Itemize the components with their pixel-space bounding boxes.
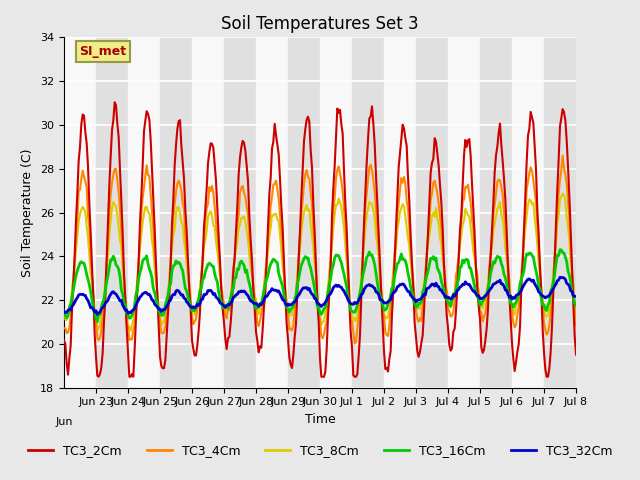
TC3_16Cm [332, 252, 340, 258]
Bar [128, 37, 160, 388]
TC3_16Cm [401, 258, 409, 264]
TC3_16Cm [572, 302, 580, 308]
Bar [96, 37, 128, 388]
TC3_2Cm [572, 352, 580, 358]
Bar [416, 37, 448, 388]
TC3_2Cm [60, 337, 68, 343]
TC3_16Cm [417, 299, 425, 304]
TC3_2Cm [111, 99, 118, 105]
Y-axis label: Soil Temperature (C): Soil Temperature (C) [22, 148, 35, 277]
TC3_8Cm [559, 191, 566, 196]
TC3_4Cm [331, 195, 339, 201]
Bar [192, 37, 224, 388]
Bar [448, 37, 480, 388]
Bar [320, 37, 352, 388]
TC3_8Cm [106, 232, 113, 238]
TC3_8Cm [401, 213, 409, 219]
Bar [352, 37, 384, 388]
Bar [544, 37, 576, 388]
TC3_8Cm [127, 328, 134, 334]
TC3_8Cm [332, 202, 340, 208]
Line: TC3_4Cm: TC3_4Cm [64, 156, 576, 344]
TC3_2Cm [419, 333, 426, 338]
Line: TC3_8Cm: TC3_8Cm [64, 193, 576, 331]
TC3_32Cm [72, 297, 80, 302]
TC3_2Cm [333, 106, 341, 111]
Bar [224, 37, 256, 388]
TC3_32Cm [572, 294, 580, 300]
X-axis label: Time: Time [305, 413, 335, 426]
TC3_2Cm [273, 142, 281, 147]
Bar [64, 37, 96, 388]
TC3_4Cm [271, 181, 278, 187]
TC3_32Cm [332, 282, 340, 288]
TC3_2Cm [95, 374, 102, 380]
Line: TC3_32Cm: TC3_32Cm [64, 277, 576, 314]
TC3_2Cm [403, 143, 410, 148]
TC3_8Cm [417, 300, 425, 306]
TC3_32Cm [60, 308, 68, 314]
TC3_4Cm [60, 325, 68, 331]
Text: SI_met: SI_met [79, 45, 127, 58]
TC3_8Cm [72, 247, 80, 253]
TC3_32Cm [272, 288, 280, 293]
TC3_4Cm [572, 323, 580, 328]
TC3_16Cm [60, 310, 68, 315]
TC3_32Cm [417, 296, 425, 301]
TC3_32Cm [107, 291, 115, 297]
TC3_8Cm [60, 308, 68, 313]
TC3_16Cm [272, 259, 280, 264]
TC3_2Cm [72, 218, 80, 224]
Bar [288, 37, 320, 388]
Bar [512, 37, 544, 388]
Bar [256, 37, 288, 388]
TC3_4Cm [417, 318, 425, 324]
TC3_4Cm [401, 180, 409, 186]
Title: Soil Temperatures Set 3: Soil Temperatures Set 3 [221, 15, 419, 33]
Legend: TC3_2Cm, TC3_4Cm, TC3_8Cm, TC3_16Cm, TC3_32Cm: TC3_2Cm, TC3_4Cm, TC3_8Cm, TC3_16Cm, TC3… [23, 440, 617, 463]
Line: TC3_16Cm: TC3_16Cm [64, 250, 576, 322]
Bar [384, 37, 416, 388]
TC3_32Cm [556, 275, 564, 280]
TC3_8Cm [572, 308, 580, 314]
Text: Jun: Jun [55, 418, 73, 428]
TC3_16Cm [72, 273, 80, 278]
TC3_4Cm [351, 341, 358, 347]
TC3_16Cm [556, 247, 564, 252]
TC3_4Cm [559, 153, 566, 158]
Bar [160, 37, 192, 388]
TC3_8Cm [272, 211, 280, 217]
TC3_4Cm [72, 234, 80, 240]
Bar [480, 37, 512, 388]
TC3_16Cm [93, 319, 101, 324]
TC3_2Cm [107, 154, 115, 159]
TC3_4Cm [106, 211, 113, 217]
TC3_32Cm [93, 312, 101, 317]
TC3_32Cm [401, 284, 409, 290]
Line: TC3_2Cm: TC3_2Cm [64, 102, 576, 377]
TC3_16Cm [107, 257, 115, 263]
